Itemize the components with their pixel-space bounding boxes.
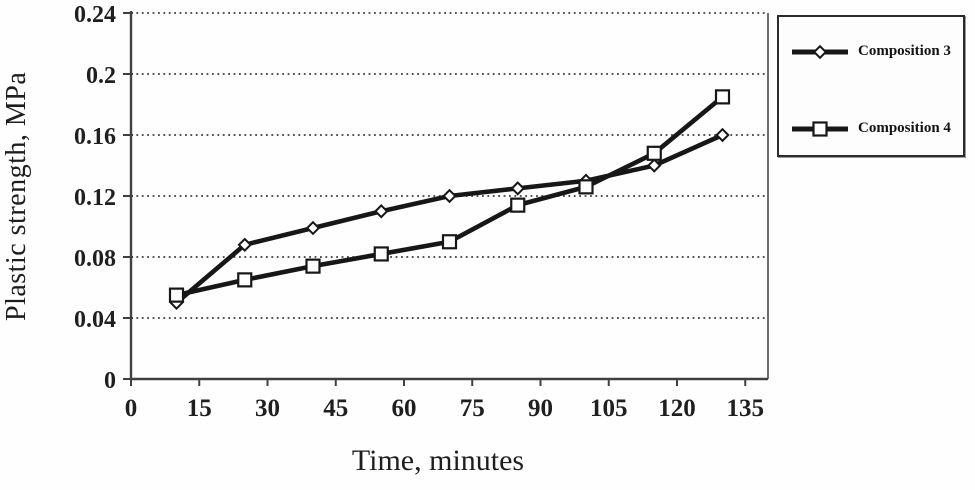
data-point-diamond-composition-3	[510, 181, 525, 196]
x-tick-label: 30	[255, 395, 280, 422]
y-tick-label: 0.16	[74, 124, 116, 150]
data-point-square-composition-4	[373, 246, 389, 262]
x-tick-label: 105	[590, 395, 628, 422]
data-point-diamond-composition-3	[305, 220, 321, 236]
y-tick-label: 0.12	[74, 185, 116, 211]
data-point-square-composition-4	[168, 287, 185, 303]
y-tick-label: 0.04	[74, 307, 116, 333]
y-tick-label: 0	[104, 368, 116, 394]
legend-item-composition-4: Composition 4	[791, 120, 957, 137]
data-point-square-composition-4	[646, 145, 662, 161]
legend: Composition 3 Composition 4	[777, 15, 965, 157]
data-point-diamond-composition-3	[374, 204, 389, 219]
y-tick-label: 0.08	[74, 246, 116, 272]
data-point-square-composition-4	[305, 258, 321, 274]
x-tick-label: 60	[392, 395, 417, 422]
y-tick-label: 0.2	[86, 63, 116, 89]
y-axis-title: Plastic strength, MPa	[1, 71, 32, 321]
data-point-diamond-composition-3	[442, 188, 457, 204]
square-marker-icon	[792, 120, 848, 137]
data-point-square-composition-4	[510, 197, 526, 213]
data-point-diamond-composition-3	[715, 127, 730, 143]
data-point-diamond-composition-3	[647, 158, 662, 173]
data-point-square-composition-4	[237, 272, 253, 288]
diamond-marker-icon	[792, 44, 848, 59]
x-tick-label: 45	[323, 395, 348, 422]
legend-label: Composition 4	[858, 120, 951, 136]
data-point-square-composition-4	[714, 89, 731, 105]
legend-label: Composition 3	[858, 43, 951, 59]
x-tick-label: 120	[658, 395, 696, 422]
data-point-diamond-composition-3	[237, 237, 252, 253]
data-point-square-composition-4	[578, 179, 594, 195]
x-tick-label: 135	[727, 395, 765, 422]
x-tick-label: 75	[460, 395, 485, 422]
x-axis-title: Time, minutes	[351, 444, 525, 477]
x-tick-label: 0	[125, 395, 138, 422]
data-point-square-composition-4	[441, 234, 458, 250]
x-tick-label: 15	[187, 395, 212, 422]
y-tick-label: 0.24	[74, 2, 116, 28]
legend-item-composition-3: Composition 3	[791, 43, 957, 60]
x-tick-label: 90	[528, 395, 553, 422]
